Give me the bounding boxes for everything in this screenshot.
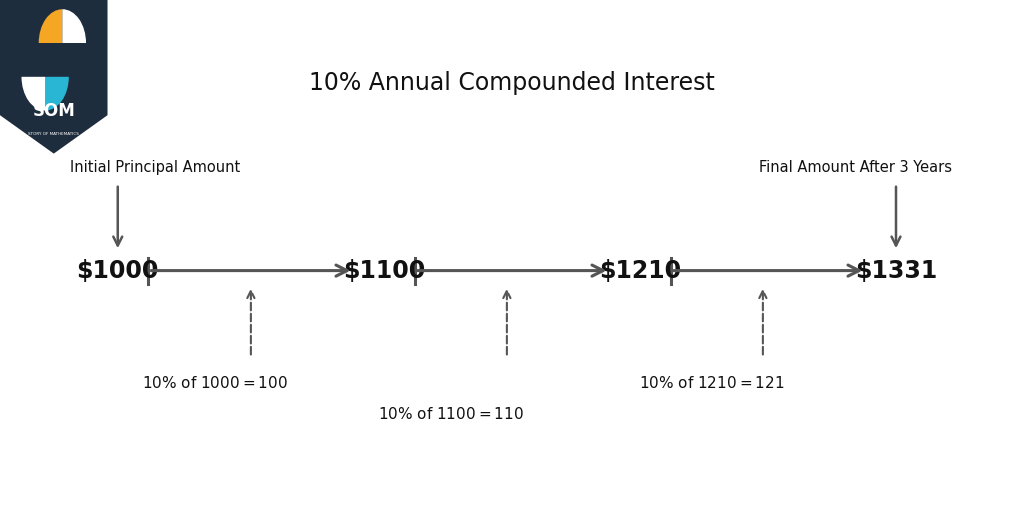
Text: $1331: $1331 (855, 259, 937, 283)
Text: 10% of $1100 = $110: 10% of $1100 = $110 (378, 406, 523, 422)
Text: 10% Annual Compounded Interest: 10% Annual Compounded Interest (309, 71, 715, 95)
Text: 10% of $1210 = $121: 10% of $1210 = $121 (639, 375, 784, 391)
Text: 10% of $1000 = $100: 10% of $1000 = $100 (142, 375, 288, 391)
Text: Initial Principal Amount: Initial Principal Amount (70, 160, 240, 175)
Wedge shape (22, 77, 45, 111)
Text: $1210: $1210 (599, 259, 681, 283)
Polygon shape (0, 0, 108, 154)
Wedge shape (62, 9, 86, 43)
Text: $1000: $1000 (77, 259, 159, 283)
Text: STORY OF MATHEMATICS: STORY OF MATHEMATICS (29, 132, 79, 136)
Text: $1100: $1100 (343, 259, 425, 283)
Wedge shape (45, 77, 69, 111)
Text: Final Amount After 3 Years: Final Amount After 3 Years (760, 160, 952, 175)
Text: SOM: SOM (33, 101, 75, 120)
Wedge shape (39, 9, 62, 43)
